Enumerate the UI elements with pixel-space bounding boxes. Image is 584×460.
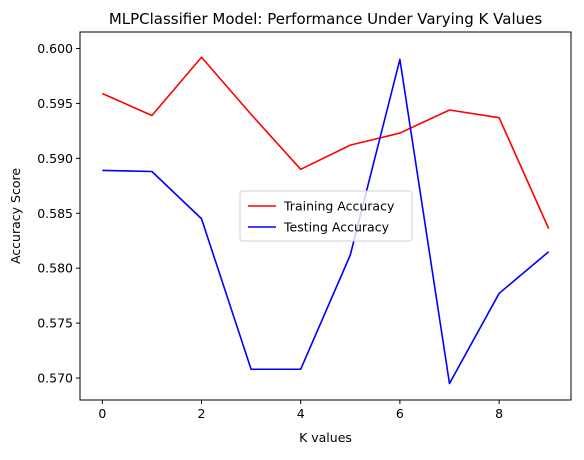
legend: Training Accuracy Testing Accuracy — [239, 190, 413, 242]
series-line-training-accuracy — [101, 56, 550, 229]
y-tick-label: 0.570 — [37, 371, 73, 386]
x-tick-label: 4 — [297, 406, 305, 421]
y-tick-label: 0.585 — [37, 206, 73, 221]
x-tick-label: 6 — [396, 406, 404, 421]
y-axis-label: Accuracy Score — [8, 168, 23, 264]
legend-label-testing-accuracy: Testing Accuracy — [283, 220, 390, 235]
series-line-testing-accuracy — [102, 58, 550, 385]
y-tick-label: 0.600 — [37, 41, 73, 56]
chart-title: MLPClassifier Model: Performance Under V… — [109, 10, 543, 28]
plot-frame — [79, 31, 572, 401]
y-tick-label: 0.595 — [37, 96, 73, 111]
y-tick-label: 0.575 — [37, 316, 73, 331]
legend-box — [239, 190, 413, 242]
series-layer — [101, 56, 550, 385]
y-tick-label: 0.590 — [37, 151, 73, 166]
x-axis-label: K values — [299, 430, 352, 445]
legend-label-training-accuracy: Training Accuracy — [283, 199, 395, 214]
x-tick-label: 2 — [198, 406, 206, 421]
x-axis-ticks: 0 2 4 6 8 — [98, 400, 503, 421]
y-tick-label: 0.580 — [37, 261, 73, 276]
x-tick-label: 0 — [98, 406, 106, 421]
x-tick-label: 8 — [495, 406, 503, 421]
y-axis-ticks: 0.570 0.575 0.580 0.585 0.590 0.595 0.600 — [37, 41, 80, 386]
